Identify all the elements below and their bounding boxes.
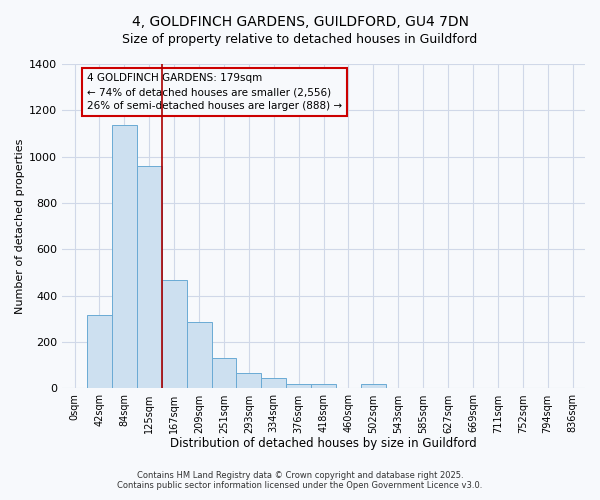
Bar (361, 384, 386, 388)
Bar (162, 280, 187, 388)
Bar (87, 316, 112, 388)
Bar (262, 378, 286, 388)
Text: Contains HM Land Registry data © Crown copyright and database right 2025.
Contai: Contains HM Land Registry data © Crown c… (118, 470, 482, 490)
X-axis label: Distribution of detached houses by size in Guildford: Distribution of detached houses by size … (170, 437, 477, 450)
Bar (236, 374, 262, 388)
Text: 4, GOLDFINCH GARDENS, GUILDFORD, GU4 7DN: 4, GOLDFINCH GARDENS, GUILDFORD, GU4 7DN (131, 15, 469, 29)
Bar (137, 166, 162, 388)
Bar (311, 384, 336, 388)
Bar (112, 126, 137, 388)
Y-axis label: Number of detached properties: Number of detached properties (15, 138, 25, 314)
Bar (187, 322, 212, 388)
Text: Size of property relative to detached houses in Guildford: Size of property relative to detached ho… (122, 32, 478, 46)
Text: 4 GOLDFINCH GARDENS: 179sqm
← 74% of detached houses are smaller (2,556)
26% of : 4 GOLDFINCH GARDENS: 179sqm ← 74% of det… (87, 74, 342, 112)
Bar (212, 358, 236, 388)
Bar (286, 384, 311, 388)
